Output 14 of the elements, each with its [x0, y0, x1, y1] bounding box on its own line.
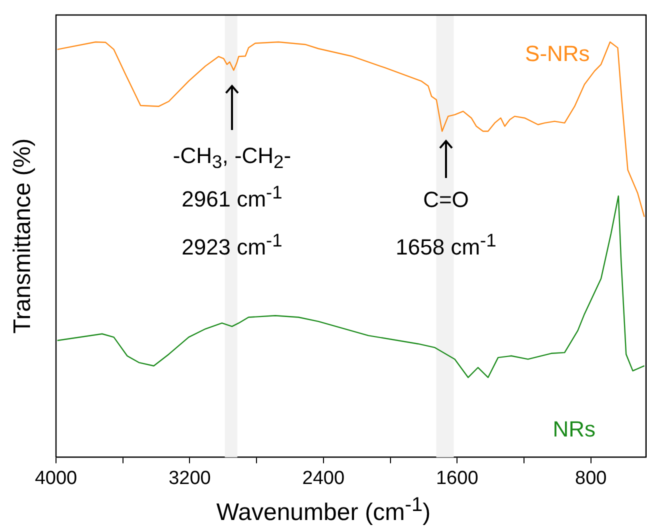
y-axis-title: Transmittance (%) [9, 137, 37, 336]
x-axis-title: Wavenumber (cm$^{-1}$) [215, 494, 432, 527]
x-tick-label: 2400 [302, 468, 345, 489]
annotation: -CH$_{3}$, -CH$_{2}$- [172, 142, 292, 174]
annotation: C=O [423, 187, 469, 213]
x-tick-label: 1600 [436, 468, 478, 489]
annotation: 2961 cm$^{-1}$ [182, 181, 282, 213]
series-label: S-NRs [525, 40, 590, 66]
x-tick-label: 4000 [34, 468, 78, 489]
annotation: 2923 cm$^{-1}$ [182, 229, 282, 261]
text: NRs [552, 416, 596, 442]
x-tick-label: 3200 [168, 468, 211, 489]
annotation: 1658 cm$^{-1}$ [396, 229, 496, 261]
x-tick-label: 800 [574, 468, 607, 489]
